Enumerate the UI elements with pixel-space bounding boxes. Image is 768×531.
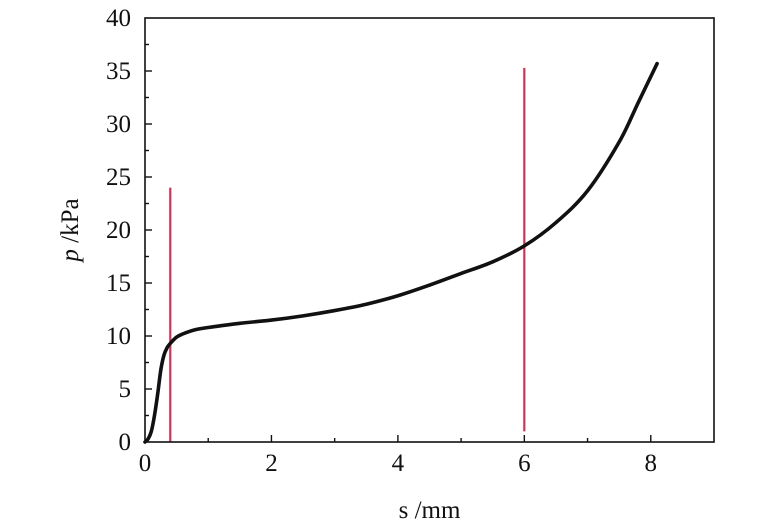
series-group bbox=[143, 61, 659, 444]
x-axis-label: s /mm bbox=[399, 497, 461, 524]
y-tick-label: 15 bbox=[106, 270, 131, 297]
y-tick-label: 30 bbox=[106, 111, 131, 138]
x-axis-variable: s bbox=[399, 497, 409, 524]
x-axis: 0 2 4 6 8 bbox=[139, 435, 657, 477]
x-tick-label: 0 bbox=[139, 450, 152, 477]
plot-frame bbox=[144, 17, 715, 443]
x-tick-label: 2 bbox=[265, 450, 278, 477]
y-axis: 0 5 10 15 20 25 30 35 40 bbox=[106, 5, 152, 456]
y-tick-label: 0 bbox=[119, 429, 132, 456]
y-axis-variable: p bbox=[57, 249, 84, 264]
x-axis-unit: /mm bbox=[408, 497, 461, 524]
y-tick-label: 20 bbox=[106, 217, 131, 244]
y-tick-label: 40 bbox=[106, 5, 131, 32]
x-tick-label: 8 bbox=[645, 450, 658, 477]
y-tick-label: 25 bbox=[106, 164, 131, 191]
marker-lines bbox=[169, 67, 526, 442]
x-tick-label: 6 bbox=[518, 450, 531, 477]
y-axis-label: p /kPa bbox=[57, 198, 84, 263]
y-tick-label: 5 bbox=[119, 376, 132, 403]
x-tick-label: 4 bbox=[392, 450, 405, 477]
series-line bbox=[143, 61, 659, 444]
y-tick-label: 10 bbox=[106, 323, 131, 350]
y-tick-label: 35 bbox=[106, 58, 131, 85]
y-axis-unit: /kPa bbox=[57, 198, 84, 249]
